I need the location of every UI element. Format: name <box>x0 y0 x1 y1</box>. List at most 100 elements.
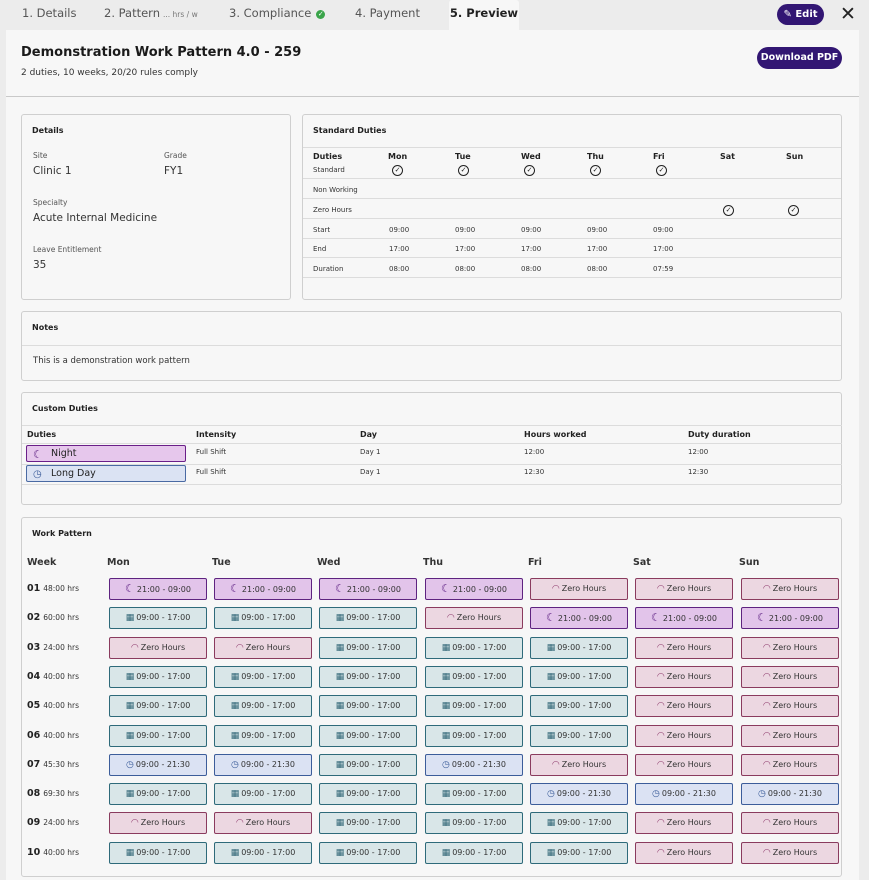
shift-cell-std[interactable]: ▦ 09:00 - 17:00 <box>319 724 417 747</box>
shift-cell-std[interactable]: ▦ 09:00 - 17:00 <box>214 783 312 806</box>
shift-cell-zero[interactable]: ◠ Zero Hours <box>635 695 733 718</box>
shift-cell-std[interactable]: ▦ 09:00 - 17:00 <box>214 607 312 630</box>
shift-cell-zero[interactable]: ◠ Zero Hours <box>741 812 839 835</box>
shift-cell-std[interactable]: ▦ 09:00 - 17:00 <box>425 841 523 864</box>
tab-payment[interactable]: 4. Payment <box>355 0 420 30</box>
shift-cell-std[interactable]: ▦ 09:00 - 17:00 <box>530 724 628 747</box>
calendar-icon: ▦ <box>441 701 451 712</box>
standard-duties-time-cell: 09:00 <box>521 226 542 234</box>
tab-details[interactable]: 1. Details <box>22 0 77 30</box>
shift-cell-zero[interactable]: ◠ Zero Hours <box>741 665 839 688</box>
close-icon[interactable]: ✕ <box>840 3 856 25</box>
shift-cell-std[interactable]: ▦ 09:00 - 17:00 <box>319 636 417 659</box>
standard-duties-time-cell: 09:00 <box>455 226 476 234</box>
shift-cell-long[interactable]: ◷ 09:00 - 21:30 <box>635 783 733 806</box>
shift-cell-zero[interactable]: ◠ Zero Hours <box>635 636 733 659</box>
shift-cell-night[interactable]: ☾ 21:00 - 09:00 <box>109 578 207 600</box>
shift-cell-long[interactable]: ◷ 09:00 - 21:30 <box>109 753 207 776</box>
shift-cell-std[interactable]: ▦ 09:00 - 17:00 <box>319 665 417 688</box>
week-hours: 40:00 hrs <box>43 847 79 857</box>
shift-cell-std[interactable]: ▦ 09:00 - 17:00 <box>214 841 312 864</box>
moon-icon: ☾ <box>33 448 43 461</box>
shift-cell-std[interactable]: ▦ 09:00 - 17:00 <box>109 841 207 864</box>
shift-cell-std[interactable]: ▦ 09:00 - 17:00 <box>319 607 417 630</box>
duty-pill-long[interactable]: ◷ Long Day <box>26 465 186 482</box>
shift-cell-zero[interactable]: ◠ Zero Hours <box>635 812 733 835</box>
shift-cell-zero[interactable]: ◠ Zero Hours <box>425 607 523 630</box>
shift-cell-std[interactable]: ▦ 09:00 - 17:00 <box>319 841 417 864</box>
shift-cell-std[interactable]: ▦ 09:00 - 17:00 <box>530 636 628 659</box>
shift-cell-std[interactable]: ▦ 09:00 - 17:00 <box>530 695 628 718</box>
shift-cell-std[interactable]: ▦ 09:00 - 17:00 <box>109 607 207 630</box>
shift-cell-std[interactable]: ▦ 09:00 - 17:00 <box>530 841 628 864</box>
shift-cell-std[interactable]: ▦ 09:00 - 17:00 <box>530 812 628 835</box>
standard-duties-time-cell: 08:00 <box>521 265 542 273</box>
calendar-icon: ▦ <box>546 671 556 682</box>
shift-cell-night[interactable]: ☾ 21:00 - 09:00 <box>635 607 733 630</box>
edit-button[interactable]: ✎ Edit <box>777 4 824 25</box>
shift-cell-night[interactable]: ☾ 21:00 - 09:00 <box>741 607 839 630</box>
shift-cell-zero[interactable]: ◠ Zero Hours <box>741 636 839 659</box>
duty-pill-night[interactable]: ☾ Night <box>26 445 186 462</box>
shift-cell-night[interactable]: ☾ 21:00 - 09:00 <box>425 578 523 600</box>
shift-label: Zero Hours <box>772 759 818 769</box>
page-subtitle: 2 duties, 10 weeks, 20/20 rules comply <box>21 68 198 78</box>
shift-cell-zero[interactable]: ◠ Zero Hours <box>214 812 312 835</box>
shift-cell-std[interactable]: ▦ 09:00 - 17:00 <box>425 724 523 747</box>
standard-duties-time-cell: 08:00 <box>389 265 410 273</box>
shift-cell-std[interactable]: ▦ 09:00 - 17:00 <box>425 812 523 835</box>
shift-cell-std[interactable]: ▦ 09:00 - 17:00 <box>425 636 523 659</box>
shift-cell-zero[interactable]: ◠ Zero Hours <box>214 636 312 659</box>
shift-cell-zero[interactable]: ◠ Zero Hours <box>530 753 628 776</box>
tab-compliance[interactable]: 3. Compliance ✓ <box>229 0 326 30</box>
shift-cell-std[interactable]: ▦ 09:00 - 17:00 <box>214 695 312 718</box>
shift-cell-std[interactable]: ▦ 09:00 - 17:00 <box>319 783 417 806</box>
shift-cell-zero[interactable]: ◠ Zero Hours <box>741 578 839 600</box>
shift-cell-night[interactable]: ☾ 21:00 - 09:00 <box>530 607 628 630</box>
shift-cell-zero[interactable]: ◠ Zero Hours <box>741 753 839 776</box>
shift-cell-zero[interactable]: ◠ Zero Hours <box>635 578 733 600</box>
shift-cell-zero[interactable]: ◠ Zero Hours <box>109 812 207 835</box>
shift-cell-zero[interactable]: ◠ Zero Hours <box>109 636 207 659</box>
tab-pattern[interactable]: 2. Pattern... hrs / w <box>104 0 198 30</box>
download-pdf-button[interactable]: Download PDF <box>757 47 842 69</box>
shift-cell-std[interactable]: ▦ 09:00 - 17:00 <box>109 724 207 747</box>
shift-cell-long[interactable]: ◷ 09:00 - 21:30 <box>425 753 523 776</box>
shift-label: 09:00 - 21:30 <box>661 789 716 799</box>
shift-cell-night[interactable]: ☾ 21:00 - 09:00 <box>319 578 417 600</box>
shift-cell-std[interactable]: ▦ 09:00 - 17:00 <box>109 695 207 718</box>
calendar-icon: ▦ <box>546 701 556 712</box>
shift-cell-std[interactable]: ▦ 09:00 - 17:00 <box>214 724 312 747</box>
shift-cell-zero[interactable]: ◠ Zero Hours <box>741 695 839 718</box>
shift-cell-zero[interactable]: ◠ Zero Hours <box>635 724 733 747</box>
rainbow-icon: ◠ <box>762 701 771 712</box>
shift-cell-std[interactable]: ▦ 09:00 - 17:00 <box>425 695 523 718</box>
shift-cell-long[interactable]: ◷ 09:00 - 21:30 <box>530 783 628 806</box>
shift-cell-night[interactable]: ☾ 21:00 - 09:00 <box>214 578 312 600</box>
shift-cell-std[interactable]: ▦ 09:00 - 17:00 <box>425 783 523 806</box>
shift-cell-std[interactable]: ▦ 09:00 - 17:00 <box>530 665 628 688</box>
moon-icon: ☾ <box>441 582 451 595</box>
shift-cell-zero[interactable]: ◠ Zero Hours <box>741 841 839 864</box>
shift-label: 09:00 - 17:00 <box>136 730 191 740</box>
shift-cell-std[interactable]: ▦ 09:00 - 17:00 <box>319 753 417 776</box>
tab-preview[interactable]: 5. Preview <box>449 0 519 30</box>
shift-cell-long[interactable]: ◷ 09:00 - 21:30 <box>741 783 839 806</box>
shift-cell-std[interactable]: ▦ 09:00 - 17:00 <box>109 783 207 806</box>
shift-cell-std[interactable]: ▦ 09:00 - 17:00 <box>425 665 523 688</box>
shift-cell-zero[interactable]: ◠ Zero Hours <box>635 753 733 776</box>
shift-cell-zero[interactable]: ◠ Zero Hours <box>741 724 839 747</box>
shift-label: Zero Hours <box>666 642 712 652</box>
shift-cell-std[interactable]: ▦ 09:00 - 17:00 <box>109 665 207 688</box>
shift-cell-zero[interactable]: ◠ Zero Hours <box>635 665 733 688</box>
standard-duties-time-cell: 17:00 <box>521 245 542 253</box>
calendar-icon: ▦ <box>125 847 135 858</box>
shift-cell-std[interactable]: ▦ 09:00 - 17:00 <box>214 665 312 688</box>
shift-cell-std[interactable]: ▦ 09:00 - 17:00 <box>319 695 417 718</box>
shift-cell-long[interactable]: ◷ 09:00 - 21:30 <box>214 753 312 776</box>
shift-cell-std[interactable]: ▦ 09:00 - 17:00 <box>319 812 417 835</box>
calendar-icon: ▦ <box>230 701 240 712</box>
shift-cell-zero[interactable]: ◠ Zero Hours <box>635 841 733 864</box>
clock-icon: ◷ <box>126 759 134 770</box>
shift-cell-zero[interactable]: ◠ Zero Hours <box>530 578 628 600</box>
